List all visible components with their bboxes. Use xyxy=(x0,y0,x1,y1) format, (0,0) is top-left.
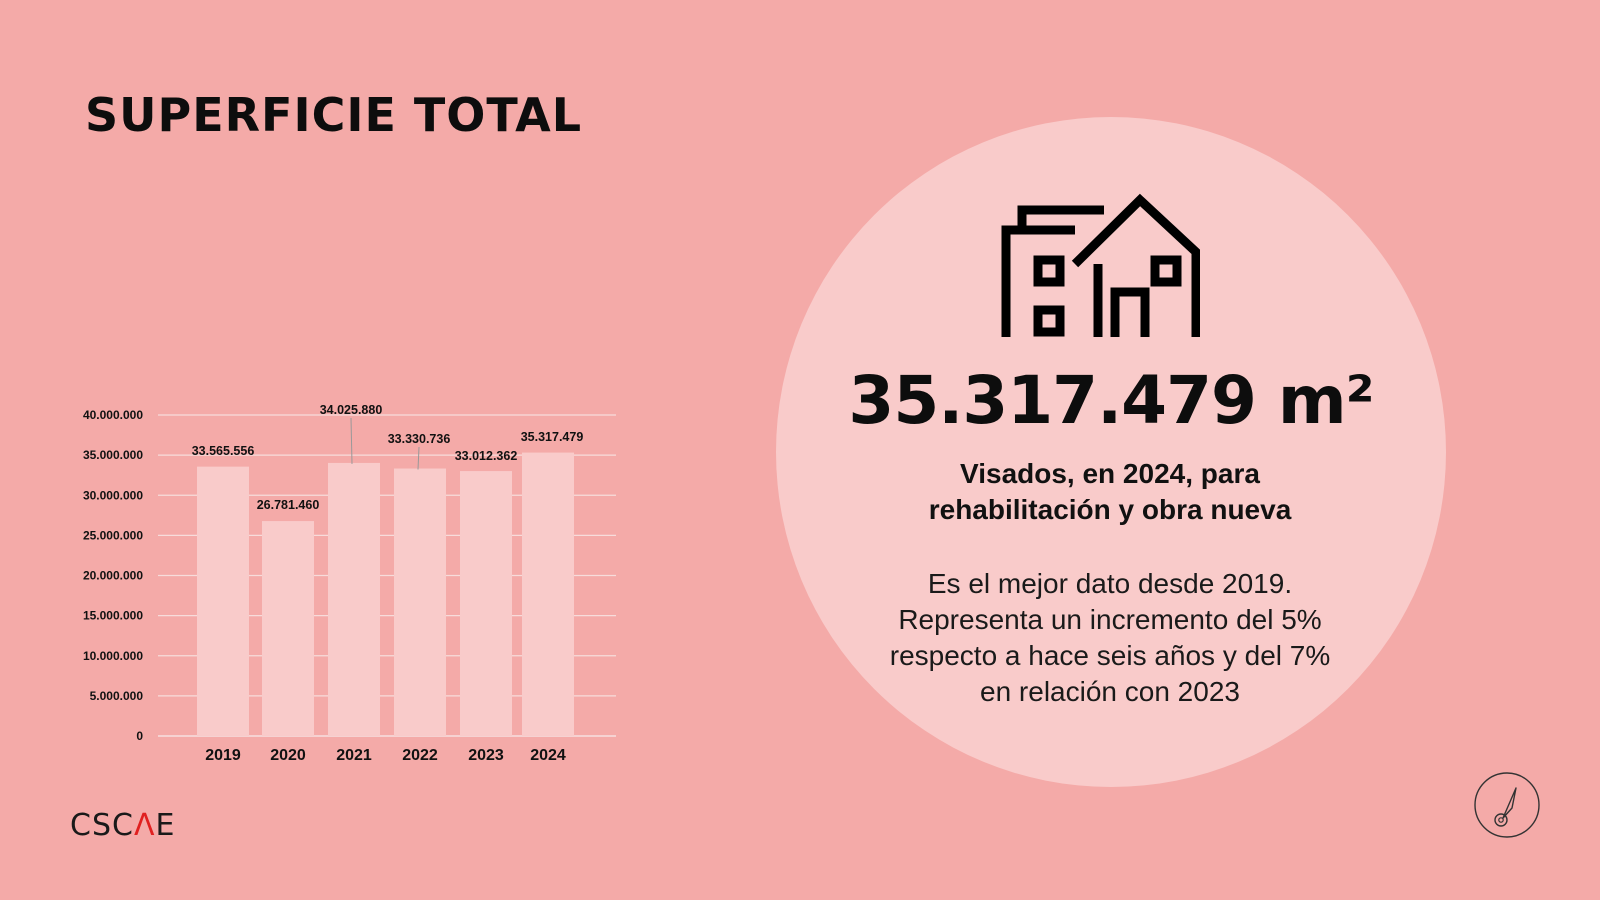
x-tick-label: 2021 xyxy=(336,747,372,764)
data-label: 33.330.736 xyxy=(388,432,451,446)
bar-2024 xyxy=(522,452,574,736)
highlight-value: 35.317.479 m² xyxy=(848,362,1374,439)
bar-2019 xyxy=(197,466,249,736)
subtitle-line: rehabilitación y obra nueva xyxy=(928,494,1292,525)
page-title: SUPERFICIE TOTAL xyxy=(85,88,583,142)
bar-2021 xyxy=(328,462,380,736)
logo-accent: Λ xyxy=(133,808,156,843)
y-tick-label: 5.000.000 xyxy=(90,689,144,703)
compass-icon xyxy=(1474,772,1540,838)
highlight-description: Es el mejor dato desde 2019. Representa … xyxy=(840,566,1380,710)
y-tick-label: 30.000.000 xyxy=(83,488,143,502)
bar-chart: 0 5.000.000 10.000.000 15.000.000 20.000.000… xyxy=(83,403,616,764)
y-tick-label: 10.000.000 xyxy=(83,649,143,663)
data-label-leader xyxy=(350,417,353,464)
data-label: 35.317.479 xyxy=(521,430,584,444)
y-tick-label: 15.000.000 xyxy=(83,609,143,623)
highlight-subtitle: Visados, en 2024, para rehabilitación y … xyxy=(830,456,1390,528)
bar-2023 xyxy=(460,471,512,736)
x-tick-label: 2023 xyxy=(468,747,504,764)
y-tick-label: 35.000.000 xyxy=(83,448,143,462)
cscae-logo: CSCΛE xyxy=(70,808,175,843)
bar-2022 xyxy=(394,468,446,736)
house-building-icon xyxy=(1001,193,1200,337)
logo-text-end: E xyxy=(155,808,176,843)
data-label-leader xyxy=(417,446,420,470)
x-tick-label: 2024 xyxy=(530,747,566,764)
x-tick-label: 2022 xyxy=(402,747,438,764)
x-tick-label: 2020 xyxy=(270,747,306,764)
bar-2020 xyxy=(262,521,314,736)
data-label: 33.012.362 xyxy=(455,449,518,463)
y-tick-label: 0 xyxy=(136,729,143,743)
description-line: respecto a hace seis años y del 7% xyxy=(889,640,1331,671)
description-line: Representa un incremento del 5% xyxy=(898,604,1322,635)
logo-text: CSC xyxy=(70,808,134,843)
data-label: 33.565.556 xyxy=(192,444,255,458)
data-label: 26.781.460 xyxy=(257,498,320,512)
y-tick-label: 25.000.000 xyxy=(83,528,143,542)
description-line: en relación con 2023 xyxy=(980,676,1240,707)
y-tick-label: 20.000.000 xyxy=(83,569,143,583)
x-tick-label: 2019 xyxy=(205,747,241,764)
description-line: Es el mejor dato desde 2019. xyxy=(927,568,1293,599)
y-tick-label: 40.000.000 xyxy=(83,408,143,422)
data-label: 34.025.880 xyxy=(320,403,383,417)
subtitle-line: Visados, en 2024, para xyxy=(960,458,1260,489)
